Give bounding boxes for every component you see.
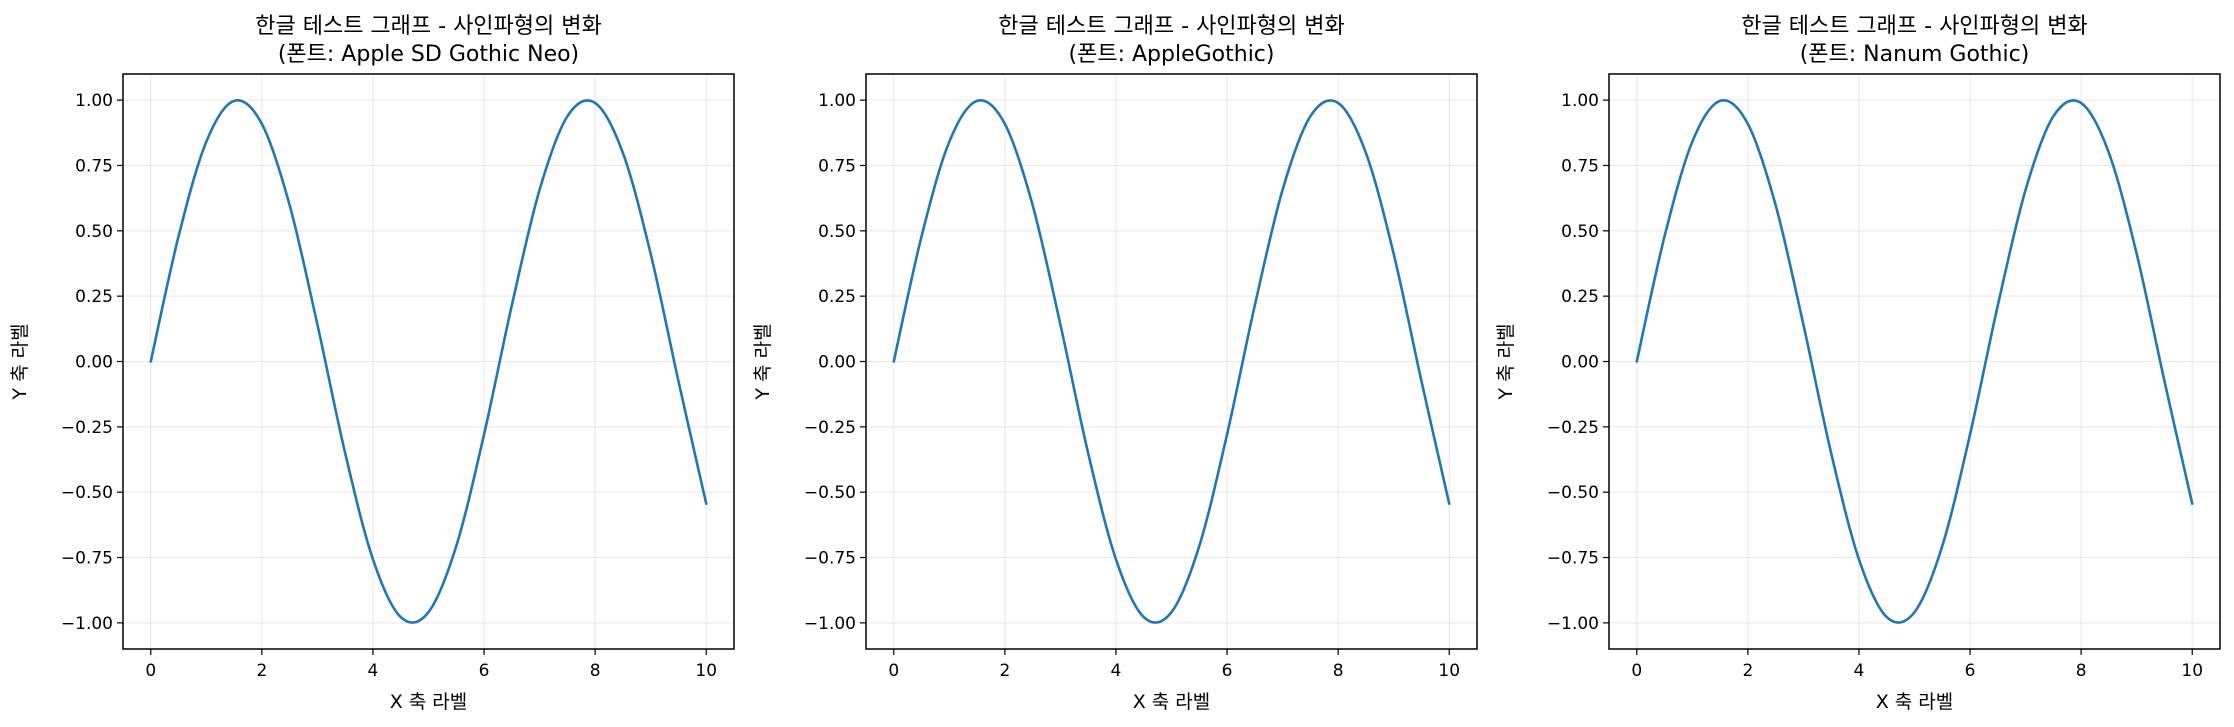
- y-tick-label: 0.50: [818, 222, 856, 242]
- y-tick-label: 1.00: [75, 91, 113, 111]
- y-tick-label: −1.00: [804, 614, 856, 634]
- x-tick-label: 0: [888, 661, 899, 681]
- x-tick-label: 4: [1111, 661, 1122, 681]
- y-tick-label: 0.75: [818, 156, 856, 176]
- y-tick-label: 0.25: [75, 287, 113, 307]
- y-tick-label: 0.00: [818, 353, 856, 373]
- y-tick-label: 0.75: [75, 156, 113, 176]
- y-axis-label: Y 축 라벨: [752, 323, 774, 400]
- y-tick-label: −0.50: [1547, 483, 1599, 503]
- x-axis-label: X 축 라벨: [390, 691, 468, 713]
- x-axis-label: X 축 라벨: [1133, 691, 1211, 713]
- series-line: [892, 99, 1451, 624]
- x-tick-label: 4: [368, 661, 379, 681]
- chart-title-line2: (폰트: Nanum Gothic): [1800, 42, 2030, 67]
- chart-title-line1: 한글 테스트 그래프 - 사인파형의 변화: [255, 14, 602, 39]
- x-tick-label: 8: [2076, 661, 2087, 681]
- x-axis-label: X 축 라벨: [1876, 691, 1954, 713]
- y-tick-label: −0.75: [804, 549, 856, 569]
- y-tick-label: −0.75: [1547, 549, 1599, 569]
- y-tick-label: 0.25: [1561, 287, 1599, 307]
- y-tick-label: −0.25: [61, 418, 113, 438]
- chart-title-line2: (폰트: AppleGothic): [1069, 42, 1275, 67]
- x-tick-label: 10: [695, 661, 717, 681]
- x-tick-label: 10: [2181, 661, 2203, 681]
- y-tick-label: 0.50: [1561, 222, 1599, 242]
- chart-title-line1: 한글 테스트 그래프 - 사인파형의 변화: [998, 14, 1345, 39]
- y-tick-label: 0.25: [818, 287, 856, 307]
- x-tick-label: 0: [145, 661, 156, 681]
- y-tick-label: −1.00: [61, 614, 113, 634]
- y-tick-label: 1.00: [1561, 91, 1599, 111]
- y-tick-label: −0.25: [1547, 418, 1599, 438]
- series-line: [149, 99, 708, 624]
- x-tick-label: 8: [1333, 661, 1344, 681]
- x-tick-label: 4: [1854, 661, 1865, 681]
- chart-panel-3: 0 2 4 6 8 10 1.00 0.75 0.50 0.25 0.00 −0.25 −0.50 −0.…: [1495, 14, 2221, 713]
- series-line: [1635, 99, 2194, 624]
- x-tick-label: 8: [590, 661, 601, 681]
- y-axis-label: Y 축 라벨: [1495, 323, 1517, 400]
- y-tick-label: −0.25: [804, 418, 856, 438]
- y-tick-label: −1.00: [1547, 614, 1599, 634]
- x-tick-label: 6: [479, 661, 490, 681]
- x-tick-label: 2: [256, 661, 267, 681]
- y-tick-label: −0.50: [61, 483, 113, 503]
- x-tick-label: 6: [1965, 661, 1976, 681]
- x-tick-label: 2: [999, 661, 1010, 681]
- x-tick-label: 0: [1631, 661, 1642, 681]
- chart-title-line1: 한글 테스트 그래프 - 사인파형의 변화: [1741, 14, 2088, 39]
- chart-panel-2: 0 2 4 6 8 10 1.00 0.75 0.50 0.25 0.00 −0.25 −0.50 −0.…: [752, 14, 1478, 713]
- x-tick-label: 10: [1438, 661, 1460, 681]
- x-tick-label: 6: [1222, 661, 1233, 681]
- y-tick-label: 0.50: [75, 222, 113, 242]
- x-tick-label: 2: [1742, 661, 1753, 681]
- y-tick-label: 0.00: [75, 353, 113, 373]
- y-tick-label: −0.50: [804, 483, 856, 503]
- y-tick-label: 0.00: [1561, 353, 1599, 373]
- chart-panel-1: 0 2 4 6 8 10 1.00 0.75 0.50 0.25 0.00 −0.25 −0.50 −0.…: [9, 14, 735, 713]
- y-axis-label: Y 축 라벨: [9, 323, 31, 400]
- y-tick-label: 1.00: [818, 91, 856, 111]
- chart-title-line2: (폰트: Apple SD Gothic Neo): [278, 42, 579, 67]
- y-tick-label: −0.75: [61, 549, 113, 569]
- y-tick-label: 0.75: [1561, 156, 1599, 176]
